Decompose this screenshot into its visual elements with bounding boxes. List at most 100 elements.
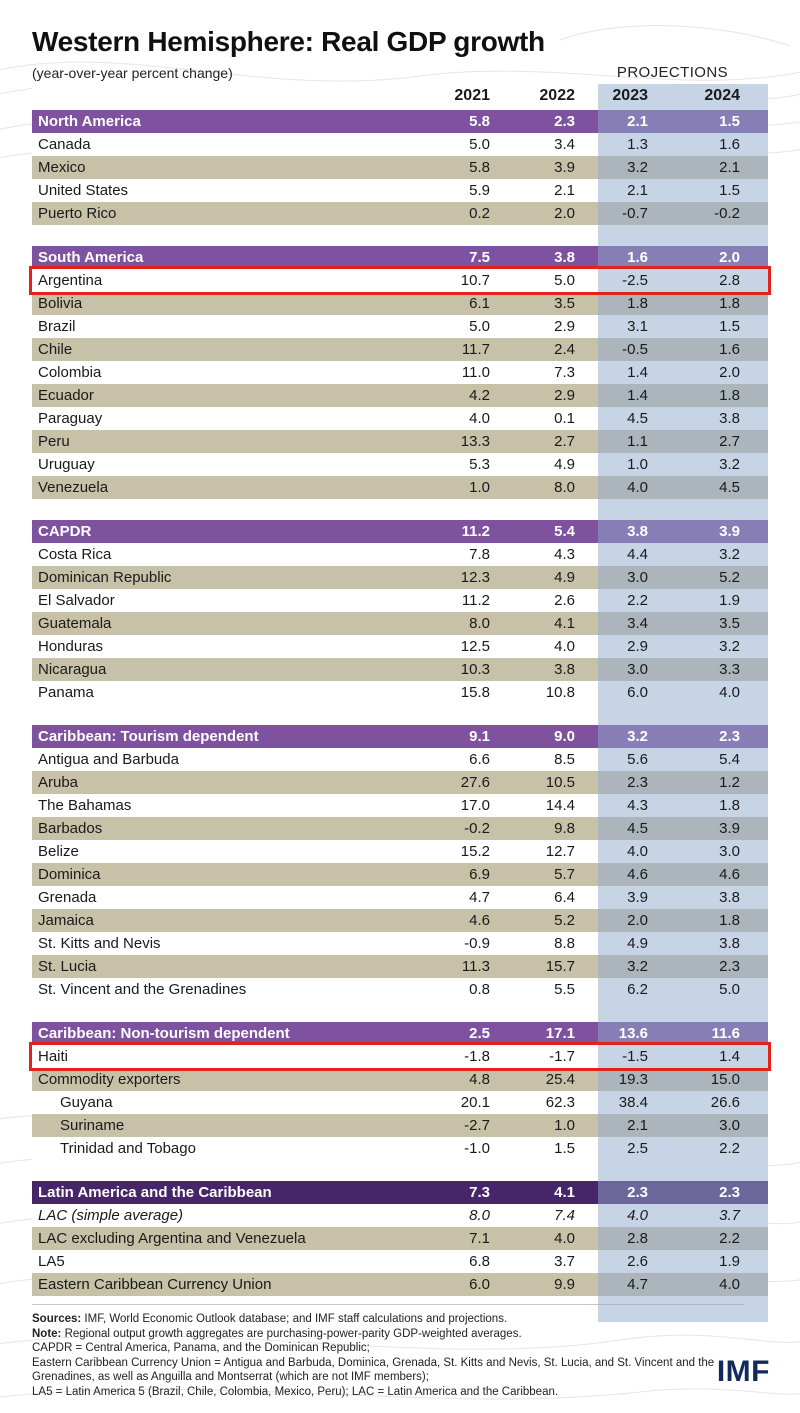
row-spacer xyxy=(740,384,768,407)
value-2023: 3.0 xyxy=(627,661,648,678)
row-spacer xyxy=(740,133,768,156)
value-2022: 2.9 xyxy=(554,387,575,404)
row-label: Belize xyxy=(38,843,79,860)
row-label: LAC (simple average) xyxy=(38,1207,184,1224)
value-2023: 2.0 xyxy=(627,912,648,929)
table-section: North America 5.8 2.3 2.1 1.5 Canada 5.0 3.4 1.3… xyxy=(32,110,768,225)
table-row: St. Lucia 11.3 15.7 3.2 2.3 xyxy=(32,955,768,978)
table-row: Trinidad and Tobago -1.0 1.5 2.5 2.2 xyxy=(32,1137,768,1160)
value-2024: 3.9 xyxy=(719,523,740,540)
table-row: Panama 15.8 10.8 6.0 4.0 xyxy=(32,681,768,704)
value-2022: 3.9 xyxy=(554,159,575,176)
row-label: North America xyxy=(38,113,141,130)
row-spacer xyxy=(740,612,768,635)
value-2024: 3.0 xyxy=(719,843,740,860)
value-2023: 2.3 xyxy=(627,1184,648,1201)
row-label: Suriname xyxy=(60,1117,125,1134)
value-2022: 5.0 xyxy=(554,272,575,289)
table-section: Caribbean: Tourism dependent 9.1 9.0 3.2 2.3… xyxy=(32,725,768,1001)
value-2023: 3.2 xyxy=(627,958,648,975)
value-2022: 3.4 xyxy=(554,136,575,153)
row-label: Caribbean: Tourism dependent xyxy=(38,728,259,745)
value-2024: 2.7 xyxy=(719,433,740,450)
table-row: LAC excluding Argentina and Venezuela 7.1… xyxy=(32,1227,768,1250)
row-spacer xyxy=(740,84,768,110)
value-2024: 1.9 xyxy=(719,592,740,609)
table-row: El Salvador 11.2 2.6 2.2 1.9 xyxy=(32,589,768,612)
value-2022: 4.9 xyxy=(554,456,575,473)
row-spacer xyxy=(740,566,768,589)
value-2024: 2.3 xyxy=(719,1184,740,1201)
value-2024: 5.0 xyxy=(719,981,740,998)
table-row: Peru 13.3 2.7 1.1 2.7 xyxy=(32,430,768,453)
value-2022: 3.8 xyxy=(554,249,575,266)
table-row: Dominica 6.9 5.7 4.6 4.6 xyxy=(32,863,768,886)
row-spacer xyxy=(740,658,768,681)
value-2024: 1.6 xyxy=(719,136,740,153)
row-label: Costa Rica xyxy=(38,546,112,563)
value-2023: 4.6 xyxy=(627,866,648,883)
value-2021: 1.0 xyxy=(469,479,490,496)
value-2024: 1.8 xyxy=(719,797,740,814)
row-label: Barbados xyxy=(38,820,103,837)
row-label: Jamaica xyxy=(38,912,94,929)
row-spacer xyxy=(740,932,768,955)
value-2024: 4.6 xyxy=(719,866,740,883)
footnote-line: CAPDR = Central America, Panama, and the… xyxy=(32,1342,370,1354)
value-2023: 3.4 xyxy=(627,615,648,632)
table-row: Grenada 4.7 6.4 3.9 3.8 xyxy=(32,886,768,909)
row-label: Venezuela xyxy=(38,479,109,496)
gdp-table: 2021 2022 2023 2024 North America 5.8 2.3 2.1 1… xyxy=(29,84,771,1322)
value-2021: 10.7 xyxy=(460,272,490,289)
row-label: Caribbean: Non-tourism dependent xyxy=(38,1025,290,1042)
value-2024: 2.8 xyxy=(719,272,740,289)
table-row: St. Vincent and the Grenadines 0.8 5.5 6.2 5… xyxy=(32,978,768,1001)
footnote-line: Note: Regional output growth aggregates … xyxy=(32,1327,522,1340)
value-2022: 2.7 xyxy=(554,433,575,450)
row-label: Argentina xyxy=(38,272,103,289)
value-2024: 5.2 xyxy=(719,569,740,586)
value-2021: 0.8 xyxy=(469,981,490,998)
value-2021: 0.2 xyxy=(469,205,490,222)
value-2021: 6.9 xyxy=(469,866,490,883)
row-label: Antigua and Barbuda xyxy=(38,751,179,768)
row-label: Uruguay xyxy=(38,456,95,473)
value-2022: 6.4 xyxy=(554,889,575,906)
row-label: Ecuador xyxy=(38,387,94,404)
value-2022: 4.0 xyxy=(554,638,575,655)
row-label: Colombia xyxy=(38,364,102,381)
row-label: Nicaragua xyxy=(38,661,107,678)
value-2024: 3.7 xyxy=(719,1207,740,1224)
row-label: Commodity exporters xyxy=(38,1071,181,1088)
value-2023: 6.0 xyxy=(627,684,648,701)
table-row: Jamaica 4.6 5.2 2.0 1.8 xyxy=(32,909,768,932)
table-row: Guyana 20.1 62.3 38.4 26.6 xyxy=(32,1091,768,1114)
row-spacer xyxy=(740,1091,768,1114)
row-spacer xyxy=(740,430,768,453)
table-row: Bolivia 6.1 3.5 1.8 1.8 xyxy=(32,292,768,315)
value-2024: 1.4 xyxy=(719,1048,740,1065)
value-2022: 9.9 xyxy=(554,1276,575,1293)
table-row: The Bahamas 17.0 14.4 4.3 1.8 xyxy=(32,794,768,817)
value-2022: 4.0 xyxy=(554,1230,575,1247)
value-2021: 6.0 xyxy=(469,1276,490,1293)
table-row: Antigua and Barbuda 6.6 8.5 5.6 5.4 xyxy=(32,748,768,771)
value-2022: 12.7 xyxy=(545,843,575,860)
value-2024: 3.8 xyxy=(719,889,740,906)
value-2023: 1.4 xyxy=(627,364,648,381)
value-2023: 3.8 xyxy=(627,523,648,540)
value-2024: 3.3 xyxy=(719,661,740,678)
value-2023: 2.2 xyxy=(627,592,648,609)
value-2021: 12.5 xyxy=(460,638,490,655)
row-spacer xyxy=(740,1227,768,1250)
row-label: Latin America and the Caribbean xyxy=(38,1184,272,1201)
value-2021: 8.0 xyxy=(469,1207,490,1224)
row-label: The Bahamas xyxy=(38,797,132,814)
row-spacer xyxy=(740,179,768,202)
value-2023: 3.0 xyxy=(627,569,648,586)
value-2022: 10.8 xyxy=(545,684,575,701)
row-spacer xyxy=(740,748,768,771)
value-2023: 2.8 xyxy=(627,1230,648,1247)
table-section: South America 7.5 3.8 1.6 2.0 Argentina 10.7 5.… xyxy=(29,246,771,499)
row-label: Paraguay xyxy=(38,410,103,427)
